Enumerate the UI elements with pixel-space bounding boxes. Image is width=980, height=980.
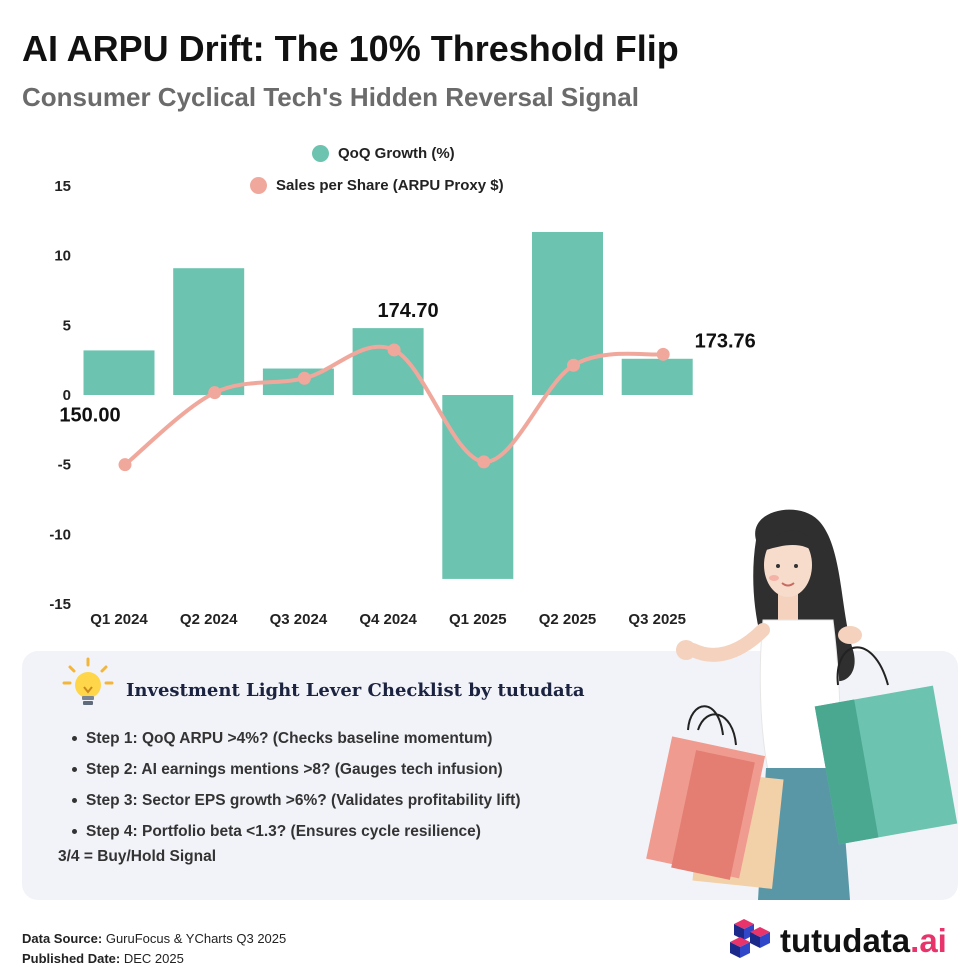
y-tick-label: -10 bbox=[49, 526, 71, 543]
bar-q4-2024 bbox=[352, 328, 424, 395]
footer-date-label: Published Date: bbox=[22, 951, 121, 966]
legend-swatch-bars bbox=[312, 145, 329, 162]
y-tick-label: 15 bbox=[54, 178, 71, 195]
checklist-step-text: Step 2: AI earnings mentions >8? (Gauges… bbox=[86, 760, 503, 778]
checklist-step: Step 3: Sector EPS growth >6%? (Validate… bbox=[72, 785, 521, 816]
legend-item-bars: QoQ Growth (%) bbox=[312, 145, 455, 162]
checklist-step-text: Step 1: QoQ ARPU >4%? (Checks baseline m… bbox=[86, 729, 493, 747]
checklist-title: Investment Light Lever Checklist by tutu… bbox=[126, 680, 585, 701]
y-tick-label: 0 bbox=[63, 387, 71, 404]
footer-source-label: Data Source: bbox=[22, 931, 103, 946]
combo-chart: 15 10 5 0 -5 -10 -15 Q1 2024 Q2 2024 Q3 2024 Q4 20… bbox=[49, 178, 756, 628]
footer-source-value: GuruFocus & YCharts Q3 2025 bbox=[105, 931, 287, 946]
footer-source: Data Source: GuruFocus & YCharts Q3 2025 bbox=[22, 931, 286, 946]
arpu-point-q1-2024 bbox=[118, 458, 132, 472]
data-label: 173.76 bbox=[695, 330, 756, 352]
checklist-step-text: Step 3: Sector EPS growth >6%? (Validate… bbox=[86, 791, 521, 809]
bar-q1-2024 bbox=[83, 350, 155, 395]
brand-name: tutudata.ai bbox=[780, 922, 947, 959]
arpu-point-q3-2025 bbox=[656, 347, 670, 361]
chart-subtitle: Consumer Cyclical Tech's Hidden Reversal… bbox=[22, 82, 639, 112]
y-tick-label: -5 bbox=[58, 457, 71, 474]
y-tick-label: 5 bbox=[63, 317, 71, 334]
legend-label-bars: QoQ Growth (%) bbox=[338, 145, 455, 162]
checklist-steps: Step 1: QoQ ARPU >4%? (Checks baseline m… bbox=[72, 723, 521, 847]
bullet-dot bbox=[72, 767, 77, 772]
checklist-step: Step 1: QoQ ARPU >4%? (Checks baseline m… bbox=[72, 723, 521, 754]
x-tick-label: Q2 2025 bbox=[539, 611, 597, 628]
checklist-step-text: Step 4: Portfolio beta <1.3? (Ensures cy… bbox=[86, 822, 481, 840]
x-tick-label: Q3 2025 bbox=[628, 611, 686, 628]
legend-swatch-line bbox=[250, 177, 267, 194]
legend-label-line: Sales per Share (ARPU Proxy $) bbox=[276, 177, 504, 194]
bullet-dot bbox=[72, 736, 77, 741]
bullet-dot bbox=[72, 829, 77, 834]
lightbulb-icon bbox=[62, 657, 114, 705]
arpu-point-q4-2024 bbox=[387, 343, 401, 357]
bullet-dot bbox=[72, 798, 77, 803]
bar-q2-2024 bbox=[173, 268, 245, 395]
legend-item-line: Sales per Share (ARPU Proxy $) bbox=[250, 177, 504, 194]
y-tick-label: -15 bbox=[49, 596, 71, 613]
footer-date: Published Date: DEC 2025 bbox=[22, 951, 184, 966]
chart-title: AI ARPU Drift: The 10% Threshold Flip bbox=[22, 28, 679, 69]
x-tick-label: Q4 2024 bbox=[359, 611, 417, 628]
arpu-point-q1-2025 bbox=[477, 455, 491, 469]
woman-shopping-illustration bbox=[646, 509, 958, 900]
footer-date-value: DEC 2025 bbox=[123, 951, 184, 966]
y-tick-label: 10 bbox=[54, 248, 71, 265]
bar-q1-2025 bbox=[442, 395, 514, 579]
signal-text: 3/4 = Buy/Hold Signal bbox=[58, 848, 217, 865]
data-label: 150.00 bbox=[59, 405, 120, 427]
data-label: 174.70 bbox=[378, 300, 439, 322]
cube-logo-icon bbox=[730, 919, 770, 958]
x-tick-label: Q1 2025 bbox=[449, 611, 507, 628]
x-tick-label: Q3 2024 bbox=[270, 611, 328, 628]
bar-q3-2025 bbox=[621, 358, 693, 395]
checklist-step: Step 2: AI earnings mentions >8? (Gauges… bbox=[72, 754, 521, 785]
arpu-point-q2-2024 bbox=[208, 386, 222, 400]
arpu-point-q2-2025 bbox=[567, 358, 580, 372]
x-tick-label: Q2 2024 bbox=[180, 611, 238, 628]
arpu-point-q3-2024 bbox=[297, 371, 311, 385]
checklist-step: Step 4: Portfolio beta <1.3? (Ensures cy… bbox=[72, 816, 521, 847]
x-tick-label: Q1 2024 bbox=[90, 611, 148, 628]
brand-logo: tutudata.ai bbox=[724, 918, 947, 964]
